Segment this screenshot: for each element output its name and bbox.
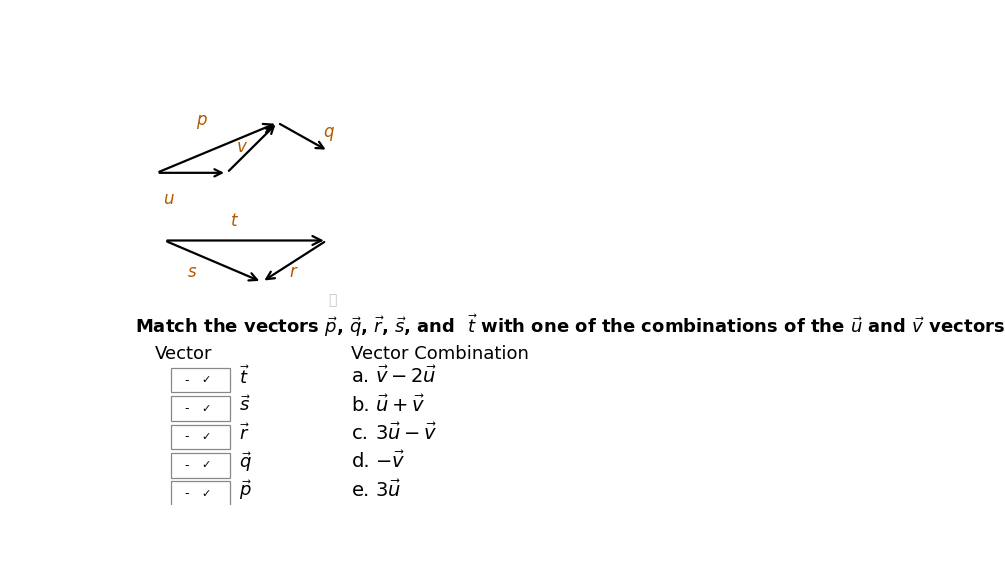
Text: Match the vectors $\vec{p}$, $\vec{q}$, $\vec{r}$, $\vec{s}$, and  $\vec{t}$ wit: Match the vectors $\vec{p}$, $\vec{q}$, … xyxy=(135,312,1005,340)
Text: $s$: $s$ xyxy=(187,263,197,281)
Text: $\vec{q}$: $\vec{q}$ xyxy=(238,450,251,474)
Text: a.: a. xyxy=(352,367,370,386)
Text: $-\vec{v}$: $-\vec{v}$ xyxy=(375,451,405,472)
Text: $3\vec{u}$: $3\vec{u}$ xyxy=(375,480,401,501)
Text: b.: b. xyxy=(352,396,370,414)
FancyBboxPatch shape xyxy=(171,481,230,506)
Text: $\vec{p}$: $\vec{p}$ xyxy=(238,479,251,502)
Text: $v$: $v$ xyxy=(236,138,248,156)
Text: -: - xyxy=(185,430,193,443)
Text: $r$: $r$ xyxy=(289,263,298,281)
Text: ✓: ✓ xyxy=(201,489,211,499)
Text: $\vec{s}$: $\vec{s}$ xyxy=(238,395,251,415)
Text: $t$: $t$ xyxy=(230,211,239,230)
Text: ✓: ✓ xyxy=(201,432,211,442)
FancyBboxPatch shape xyxy=(171,368,230,392)
Text: $\vec{r}$: $\vec{r}$ xyxy=(238,423,249,444)
Text: -: - xyxy=(185,459,193,472)
FancyBboxPatch shape xyxy=(171,425,230,449)
Text: -: - xyxy=(185,402,193,415)
Text: ✓: ✓ xyxy=(201,460,211,471)
Text: ✓: ✓ xyxy=(201,375,211,385)
FancyBboxPatch shape xyxy=(171,396,230,421)
Text: $p$: $p$ xyxy=(196,113,208,132)
FancyBboxPatch shape xyxy=(171,453,230,477)
Text: -: - xyxy=(185,374,193,387)
Text: Vector Combination: Vector Combination xyxy=(352,345,530,363)
Text: $q$: $q$ xyxy=(323,125,335,143)
Text: -: - xyxy=(185,487,193,500)
Text: d.: d. xyxy=(352,452,370,471)
Text: $3\vec{u} - \vec{v}$: $3\vec{u} - \vec{v}$ xyxy=(375,423,437,444)
Text: e.: e. xyxy=(352,481,370,500)
Text: $\vec{u} + \vec{v}$: $\vec{u} + \vec{v}$ xyxy=(375,395,425,416)
Text: $u$: $u$ xyxy=(163,191,174,208)
Text: $\vec{v} - 2\vec{u}$: $\vec{v} - 2\vec{u}$ xyxy=(375,366,436,387)
Text: 🔍: 🔍 xyxy=(328,293,337,307)
Text: ✓: ✓ xyxy=(201,404,211,413)
Text: Vector: Vector xyxy=(156,345,213,363)
Text: $\vec{t}$: $\vec{t}$ xyxy=(238,365,249,388)
Text: c.: c. xyxy=(352,424,369,443)
